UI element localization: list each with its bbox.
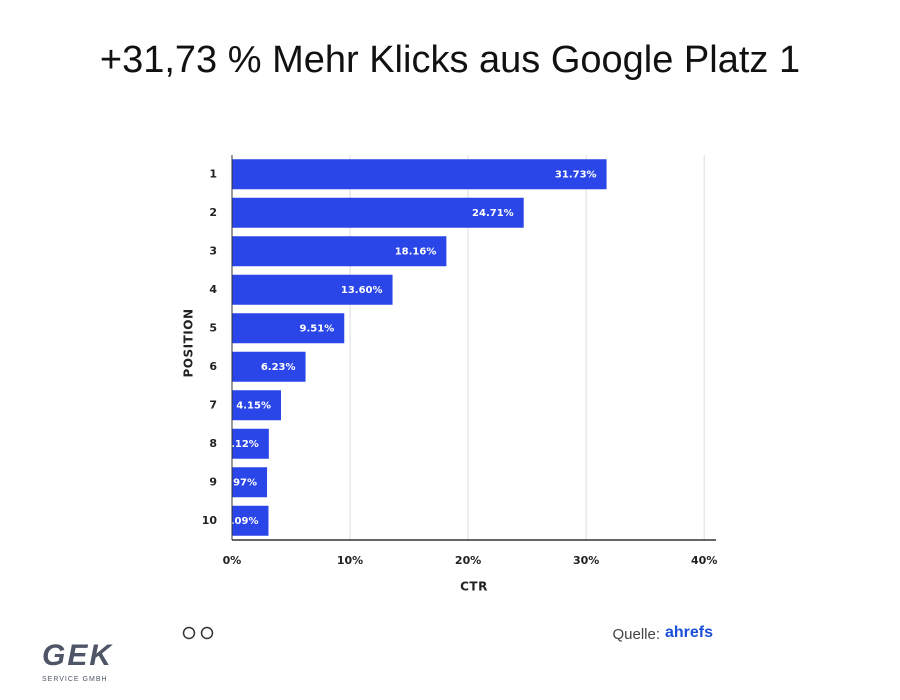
value-label: 2.97%	[222, 477, 257, 488]
bar	[232, 159, 607, 190]
bar	[232, 274, 393, 305]
value-label: 9.51%	[300, 323, 335, 334]
x-tick-label: 20%	[455, 554, 481, 567]
y-axis-label: POSITION	[182, 309, 196, 378]
x-tick-label: 30%	[573, 554, 599, 567]
value-label: 24.71%	[472, 208, 514, 219]
value-label: 3.09%	[224, 516, 259, 527]
value-label: 18.16%	[395, 246, 437, 257]
logo-sub: SERVICE GMBH	[42, 676, 108, 683]
bar	[232, 428, 269, 459]
value-label: 31.73%	[555, 169, 597, 180]
source: ahrefs	[665, 624, 713, 641]
y-tick-label: 1	[209, 167, 217, 180]
x-tick-label: 40%	[691, 554, 717, 567]
bar	[232, 236, 447, 267]
y-tick-label: 9	[209, 475, 217, 488]
x-tick-label: 10%	[337, 554, 363, 567]
bar	[232, 313, 345, 344]
value-label: 4.15%	[236, 400, 271, 411]
y-tick-label: 5	[209, 321, 217, 334]
y-tick-label: 2	[209, 206, 217, 219]
y-tick-label: 3	[209, 244, 217, 257]
y-tick-label: 7	[209, 398, 217, 411]
bar	[232, 390, 281, 421]
chart-title: +31,73 % Mehr Klicks aus Google Platz 1	[100, 39, 800, 81]
value-label: 13.60%	[341, 285, 383, 296]
bar	[232, 467, 268, 498]
bar	[232, 197, 524, 228]
logo: GEK	[42, 639, 113, 672]
value-label: 6.23%	[261, 362, 296, 373]
y-tick-label: 8	[209, 437, 217, 450]
x-tick-label: 0%	[223, 554, 242, 567]
license-icons	[182, 626, 214, 640]
value-label: 3.12%	[224, 439, 259, 450]
y-tick-label: 4	[209, 283, 217, 296]
bar	[232, 505, 269, 536]
source-label: Quelle:	[612, 626, 660, 643]
y-tick-label: 10	[202, 514, 218, 527]
y-tick-label: 6	[209, 360, 217, 373]
x-axis-label: CTR	[460, 580, 488, 594]
bar	[232, 351, 306, 382]
